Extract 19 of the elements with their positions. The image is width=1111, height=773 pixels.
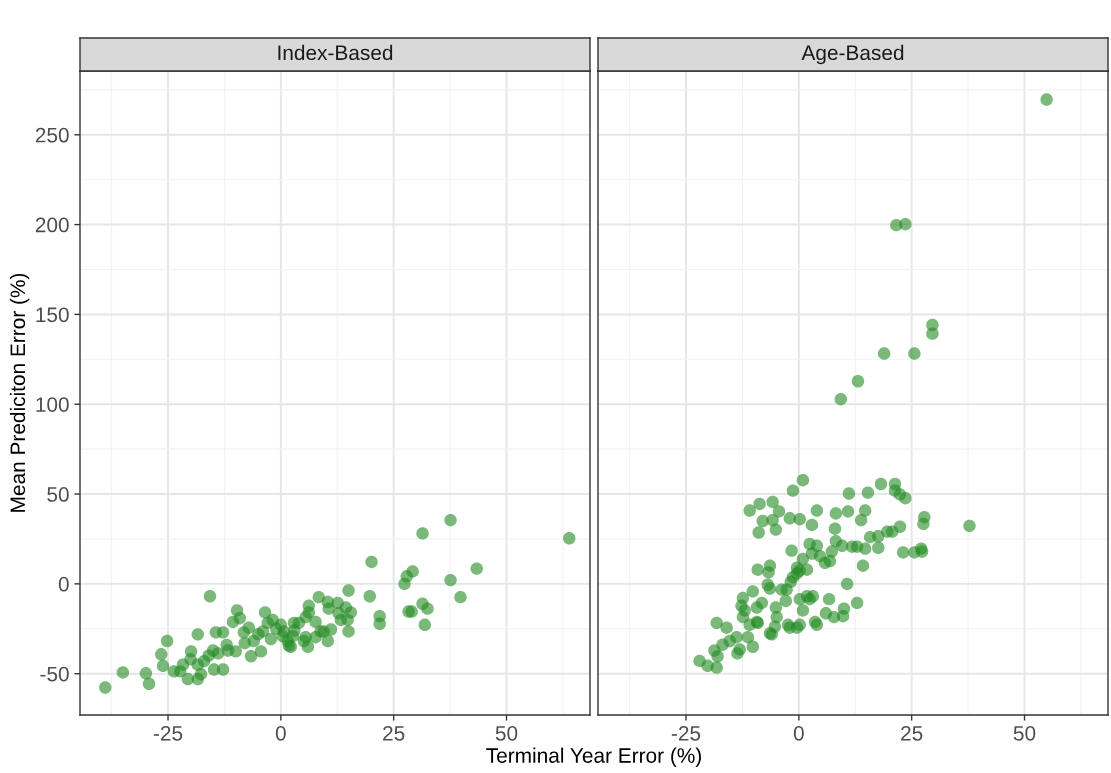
y-tick-label: -50 bbox=[40, 666, 69, 682]
y-axis-title: Mean Prediciton Error (%) bbox=[9, 273, 30, 512]
x-tick-label: -25 bbox=[671, 725, 701, 741]
x-axis-title: Terminal Year Error (%) bbox=[486, 747, 701, 767]
y-tick-label: 0 bbox=[58, 576, 69, 592]
x-tick-label: 25 bbox=[901, 725, 923, 741]
y-tick-label: 100 bbox=[36, 397, 69, 412]
x-tick-label: 25 bbox=[383, 725, 405, 741]
y-tick-label: 50 bbox=[47, 487, 69, 502]
y-tick-label: 200 bbox=[35, 217, 69, 233]
x-tick-label: 50 bbox=[495, 725, 518, 741]
x-tick-label: 0 bbox=[793, 725, 804, 741]
x-tick-label: 0 bbox=[275, 725, 286, 741]
y-tick-label: 150 bbox=[36, 307, 69, 323]
x-tick-label: -25 bbox=[153, 725, 183, 741]
chart-title: Age-Based bbox=[801, 44, 904, 65]
x-tick-label: 50 bbox=[1013, 725, 1036, 741]
chart-title: Index-Based bbox=[278, 44, 393, 61]
y-tick-label: 250 bbox=[35, 127, 69, 143]
